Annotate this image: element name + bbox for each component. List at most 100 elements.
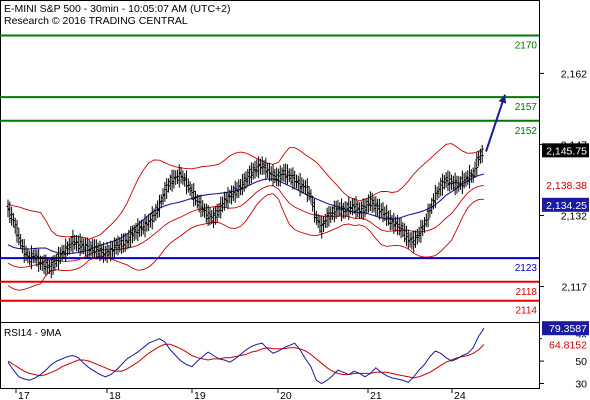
price-bar <box>231 185 235 202</box>
price-bar <box>87 239 91 259</box>
level-label-2157: 2157 <box>515 102 538 113</box>
band-last-badge-box <box>542 178 589 193</box>
price-bar <box>168 174 172 191</box>
price-bar <box>237 179 241 198</box>
price-bar <box>44 254 48 276</box>
price-bar <box>175 169 179 184</box>
price-bar <box>42 254 46 275</box>
price-bar <box>11 212 15 228</box>
price-bar <box>450 174 454 190</box>
price-bar <box>475 152 479 176</box>
price-bar <box>338 202 342 216</box>
price-bar <box>194 190 198 206</box>
price-bar <box>80 236 84 254</box>
price-bar <box>356 201 360 218</box>
levels-layer: 2170 2157 2152 2123 2118 2114 <box>0 34 539 317</box>
price-bar <box>287 168 291 183</box>
price-bar <box>379 203 383 219</box>
price-bar <box>141 220 145 235</box>
price-bar <box>392 212 396 234</box>
price-bar <box>397 217 401 236</box>
price-bar <box>345 201 349 217</box>
price-bar <box>19 234 23 249</box>
price-bar <box>334 200 338 220</box>
y-tick-label: 2,117 <box>562 281 588 293</box>
price-bar <box>311 195 315 212</box>
price-bar <box>76 235 80 253</box>
price-bar <box>33 248 37 264</box>
rsi-last-badge-text: 79.3587 <box>549 323 587 335</box>
price-bar <box>204 203 208 223</box>
price-bar <box>213 206 217 225</box>
price-bar <box>441 173 445 196</box>
x-tick-label: 20 <box>280 390 292 400</box>
price-bar <box>370 192 374 213</box>
price-bar <box>179 166 183 184</box>
price-bar <box>116 235 120 256</box>
x-tick-label: 17 <box>18 390 30 400</box>
price-bar <box>412 230 416 253</box>
price-bar <box>24 245 28 261</box>
price-bar <box>365 197 369 215</box>
price-bar <box>284 163 288 184</box>
price-bar <box>480 144 484 163</box>
price-bar <box>464 171 468 187</box>
price-bar <box>15 219 19 243</box>
price-bar <box>275 167 279 187</box>
price-bar <box>6 199 10 218</box>
price-bar <box>56 246 60 270</box>
price-bar <box>103 245 107 261</box>
price-bar <box>372 196 376 213</box>
price-bar <box>112 237 116 259</box>
price-bar <box>94 239 98 260</box>
price-bar <box>309 189 313 204</box>
price-bar <box>457 176 461 192</box>
price-bar <box>478 148 482 164</box>
price-bar <box>423 216 426 233</box>
price-bar <box>258 158 262 175</box>
price-bar <box>105 242 109 264</box>
price-bar <box>459 176 463 190</box>
price-bar <box>40 256 44 272</box>
price-bar <box>249 162 253 184</box>
price-bar <box>388 209 392 231</box>
rsi-line <box>7 327 485 385</box>
price-bar <box>376 198 380 217</box>
price-bar <box>114 237 118 255</box>
price-bar <box>177 164 181 188</box>
ma-last-badge-box <box>542 197 589 212</box>
level-label-2152: 2152 <box>515 126 538 137</box>
frames <box>0 0 540 389</box>
price-bar <box>426 203 430 228</box>
price-bar <box>469 169 473 183</box>
price-bar <box>331 206 335 220</box>
price-bar <box>8 201 12 223</box>
price-bar <box>349 200 353 215</box>
price-bar <box>145 216 149 232</box>
price-bar <box>111 241 115 257</box>
price-bar <box>130 225 134 244</box>
price-bar <box>395 214 399 235</box>
price-bar <box>305 178 309 203</box>
price-bar <box>71 229 75 254</box>
price-bar <box>453 172 457 196</box>
price-bar <box>320 216 324 239</box>
price-bar <box>446 170 450 192</box>
y-tick-label: 2,132 <box>561 210 587 222</box>
price-bar <box>322 216 326 232</box>
price-bar <box>161 188 165 205</box>
price-bar <box>260 156 264 176</box>
price-bar <box>150 206 154 230</box>
price-bar <box>255 159 259 177</box>
price-bar <box>210 209 214 225</box>
level-label-2170: 2170 <box>515 41 538 52</box>
level-label-2114: 2114 <box>515 306 537 317</box>
price-bar <box>368 191 372 212</box>
price-bar <box>219 196 223 219</box>
price-bar <box>199 194 203 218</box>
price-bar <box>17 228 21 246</box>
price-bar <box>183 173 187 187</box>
price-bar <box>78 233 82 256</box>
price-bar <box>188 181 192 196</box>
x-tick-label: 24 <box>454 390 466 400</box>
